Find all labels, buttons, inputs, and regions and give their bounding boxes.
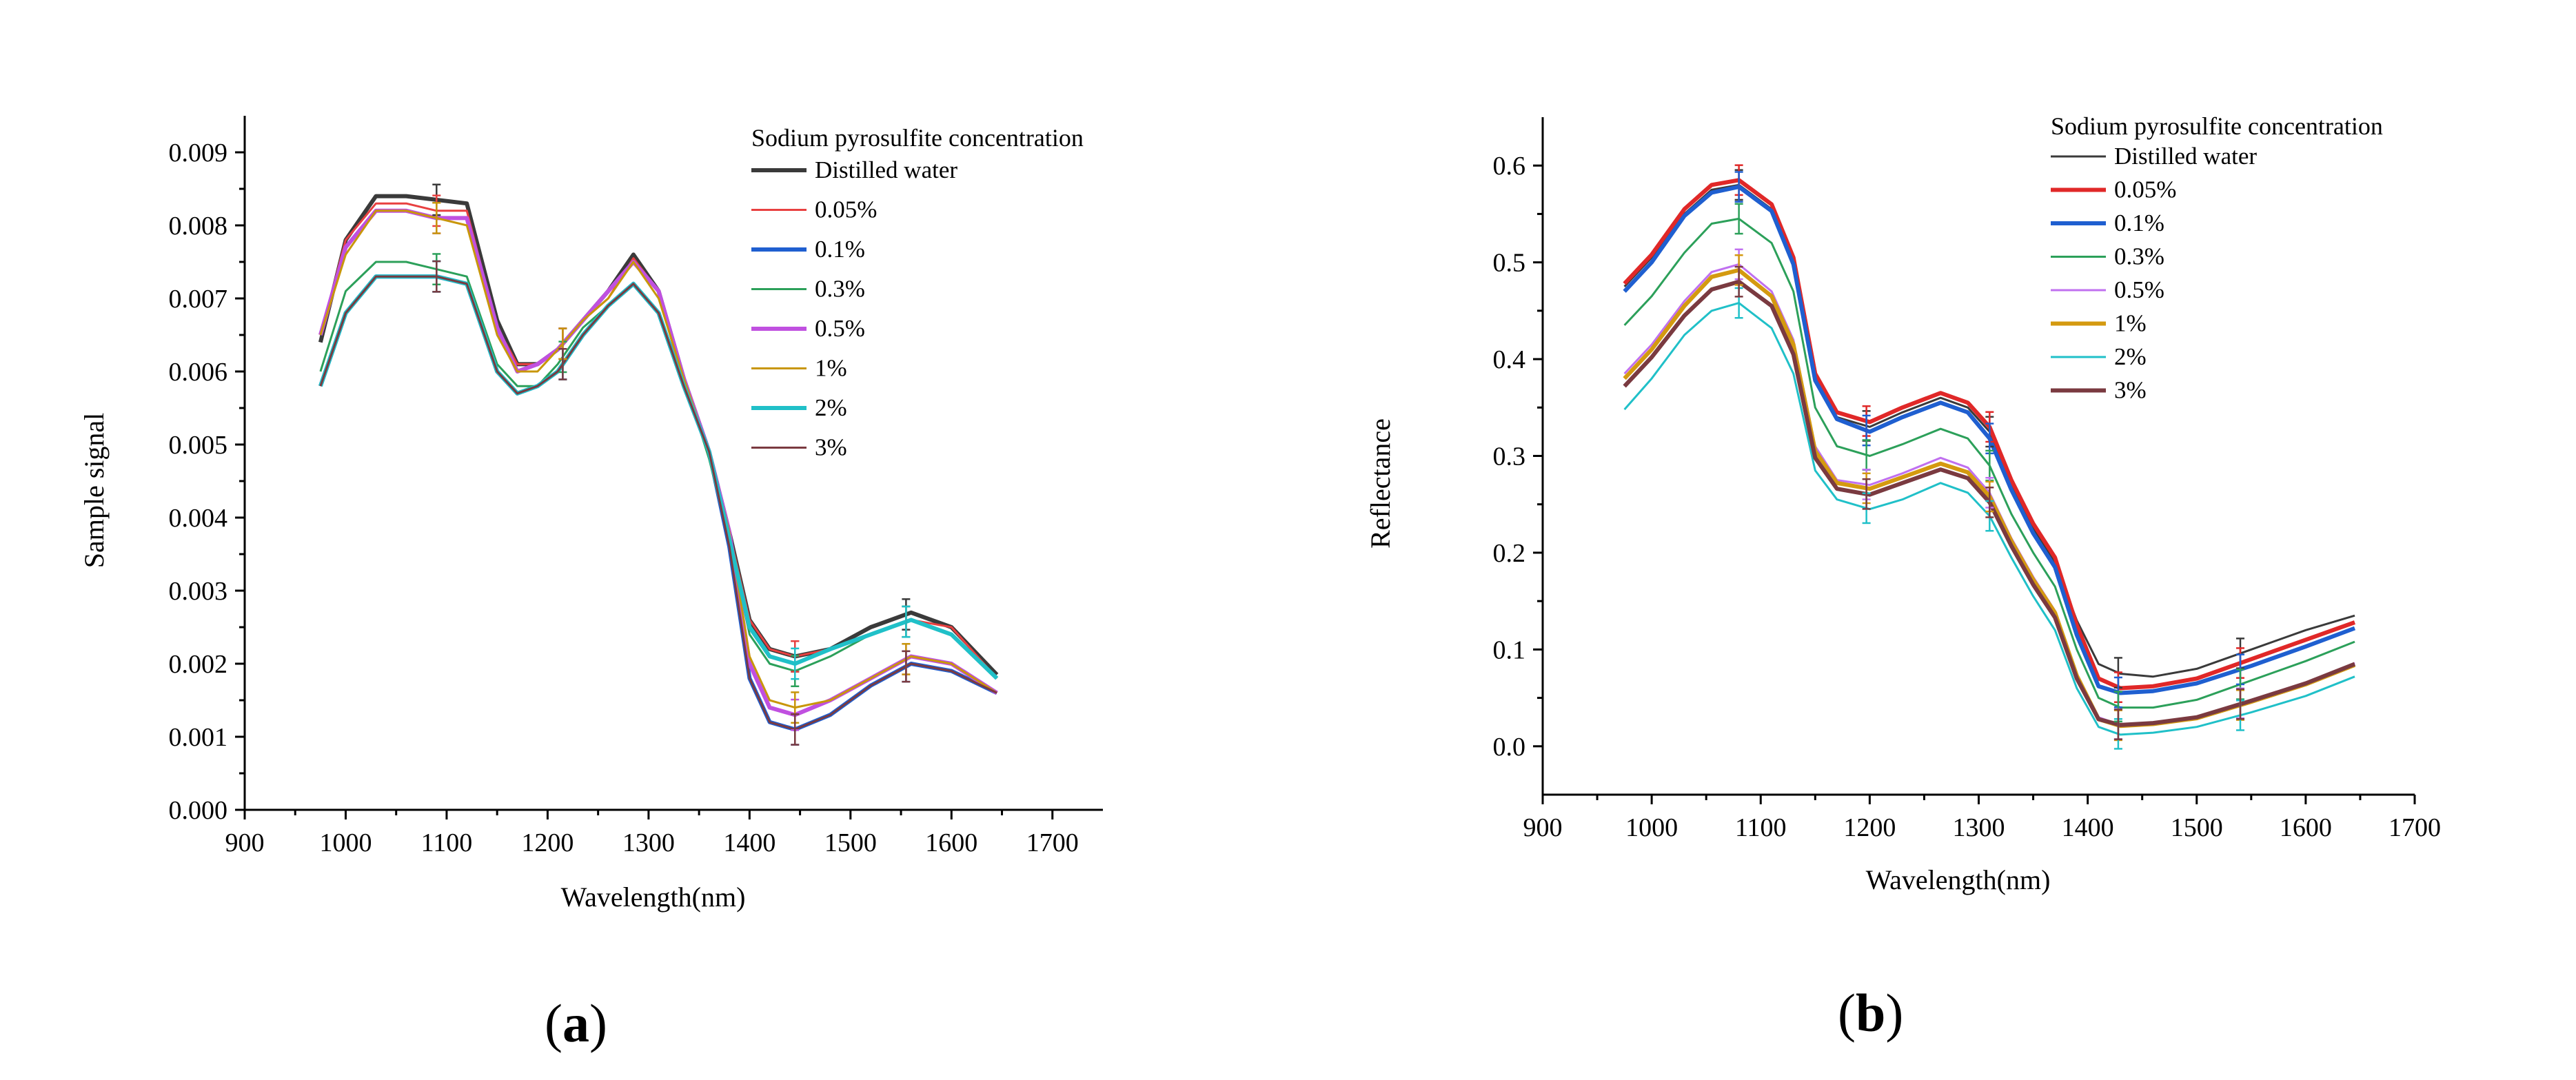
- caption-a: (a): [545, 993, 607, 1053]
- x-tick-label: 1300: [622, 828, 675, 857]
- y-tick-label: 0.006: [169, 358, 228, 387]
- y-axis-label: Sample signal: [79, 413, 110, 569]
- y-tick-label: 0.2: [1493, 539, 1526, 568]
- legend-entry-6: 2%: [2114, 343, 2147, 370]
- y-tick-label: 0.0: [1493, 733, 1526, 762]
- legend-entry-4: 0.5%: [815, 315, 865, 342]
- series-line-3: [319, 261, 998, 680]
- chart-panel-a: 900 1000 1100 1200 1300 1400 1500 1600 1700 0.000…: [79, 116, 1103, 1053]
- legend-entry-5: 1%: [815, 355, 847, 382]
- x-tick-label: 1600: [925, 828, 977, 857]
- series-line-2: [318, 274, 998, 732]
- legend-entry-2: 0.1%: [2114, 210, 2164, 236]
- y-tick-label: 0.007: [169, 285, 228, 314]
- legend-entry-3: 0.3%: [815, 276, 865, 303]
- x-tick-label: 1500: [824, 828, 877, 857]
- x-axis-label: Wavelength(nm): [561, 882, 746, 913]
- y-tick-label: 0.008: [169, 212, 228, 241]
- spectral-chart-b: 900 1000 1100 1200 1300 1400 1500 1600 1700 0.0 0.…: [1365, 112, 2441, 895]
- legend-entry-0: Distilled water: [2114, 143, 2257, 170]
- y-tick-label: 0.5: [1493, 249, 1526, 278]
- series-line-0: [318, 194, 999, 676]
- x-tick-label: 900: [1523, 813, 1563, 842]
- y-tick-label: 0.6: [1493, 152, 1526, 181]
- legend-entry-1: 0.05%: [815, 196, 877, 223]
- y-tick-label: 0.002: [169, 650, 228, 679]
- y-tick-label: 0.009: [169, 139, 228, 167]
- series-line-4: [318, 208, 998, 717]
- x-tick-label: 900: [225, 828, 265, 857]
- x-tick-label: 1100: [421, 828, 473, 857]
- x-tick-label: 1000: [319, 828, 372, 857]
- caption-letter-a: a: [562, 993, 589, 1053]
- x-tick-label: 1300: [1953, 813, 2005, 842]
- y-tick-label: 0.001: [169, 723, 228, 752]
- y-tick-label: 0.1: [1493, 635, 1526, 664]
- legend-entry-1: 0.05%: [2114, 176, 2176, 203]
- legend-entry-7: 3%: [815, 434, 847, 461]
- legend-entry-4: 0.5%: [2114, 276, 2164, 303]
- x-tick-label: 1700: [2389, 813, 2441, 842]
- spectral-chart-a: 900 1000 1100 1200 1300 1400 1500 1600 1700 0.000…: [79, 116, 1103, 913]
- y-tick-label: 0.000: [169, 796, 228, 825]
- series-line-5: [319, 210, 998, 709]
- y-tick-label: 0.005: [169, 431, 228, 460]
- series-line-7: [319, 275, 997, 731]
- caption-letter-b: b: [1855, 983, 1886, 1043]
- y-tick-label: 0.4: [1493, 345, 1526, 374]
- x-tick-label: 1000: [1625, 813, 1678, 842]
- y-axis-label: Reflectance: [1365, 418, 1396, 549]
- x-tick-label: 1400: [723, 828, 775, 857]
- y-tick-label: 0.3: [1493, 442, 1526, 471]
- caption-b: (b): [1838, 983, 1904, 1043]
- legend-entry-2: 0.1%: [815, 236, 865, 263]
- chart-panel-b: 900 1000 1100 1200 1300 1400 1500 1600 1700 0.0 0.…: [1288, 0, 2576, 1080]
- legend-entry-7: 3%: [2114, 377, 2147, 404]
- legend-entry-3: 0.3%: [2114, 243, 2164, 270]
- x-axis-label: Wavelength(nm): [1866, 864, 2051, 895]
- x-tick-label: 1200: [521, 828, 574, 857]
- x-tick-label: 1600: [2280, 813, 2332, 842]
- x-tick-label: 1200: [1843, 813, 1896, 842]
- legend-entry-0: Distilled water: [815, 156, 957, 183]
- legend-title: Sodium pyrosulfite concentration: [2051, 112, 2383, 140]
- y-tick-label: 0.004: [169, 504, 228, 533]
- x-tick-label: 1400: [2062, 813, 2114, 842]
- legend-entry-6: 2%: [815, 394, 847, 421]
- y-tick-label: 0.003: [169, 577, 228, 606]
- x-tick-label: 1700: [1026, 828, 1079, 857]
- x-tick-label: 1100: [1735, 813, 1787, 842]
- legend-title: Sodium pyrosulfite concentration: [751, 124, 1084, 152]
- legend-entry-5: 1%: [2114, 310, 2147, 337]
- x-tick-label: 1500: [2171, 813, 2223, 842]
